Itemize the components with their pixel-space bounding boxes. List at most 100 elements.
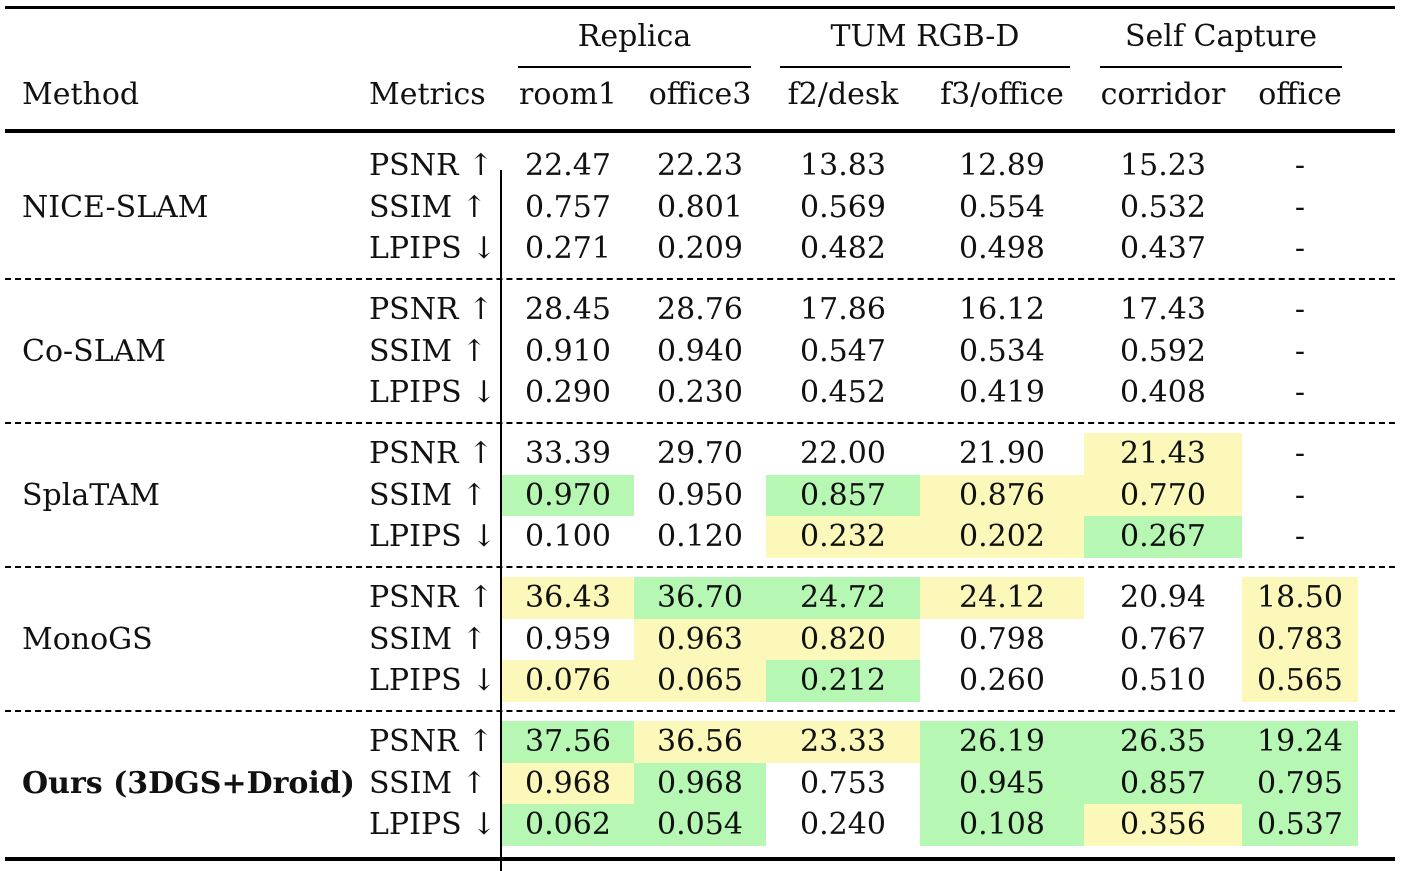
group-divider — [5, 278, 1395, 280]
value-cell: 19.24 — [1257, 724, 1343, 759]
value-cell: - — [1294, 519, 1306, 554]
value-cell: 0.820 — [800, 621, 886, 657]
top-rule — [5, 6, 1395, 9]
scene-header: office3 — [648, 77, 752, 112]
scene-header: corridor — [1100, 77, 1226, 112]
value-cell: - — [1294, 292, 1306, 327]
value-cell: 13.83 — [800, 148, 886, 183]
value-cell: 0.910 — [525, 333, 611, 369]
value-cell: 0.950 — [657, 477, 743, 513]
highlight-cell-best — [920, 762, 1084, 804]
value-cell: 0.232 — [800, 519, 886, 554]
group-underline-replica — [518, 66, 751, 68]
value-cell: 0.770 — [1120, 477, 1206, 513]
value-cell: 0.801 — [657, 189, 743, 225]
metric-label: SSIM ↑ — [369, 765, 487, 801]
highlight-cell-best — [634, 577, 766, 619]
highlight-cell-second — [766, 721, 920, 763]
value-cell: 0.267 — [1120, 519, 1206, 554]
metric-label: PSNR ↑ — [369, 436, 494, 471]
value-cell: 0.290 — [525, 375, 611, 410]
highlight-cell-second — [634, 618, 766, 660]
value-cell: 37.56 — [525, 724, 611, 759]
value-cell: 20.94 — [1120, 580, 1206, 615]
highlight-cell-second — [920, 577, 1084, 619]
highlight-cell-best — [920, 721, 1084, 763]
value-cell: 0.940 — [657, 333, 743, 369]
value-cell: - — [1294, 148, 1306, 183]
value-cell: 0.767 — [1120, 621, 1206, 657]
scene-header: room1 — [519, 77, 617, 112]
value-cell: 22.23 — [657, 148, 743, 183]
metric-label: SSIM ↑ — [369, 189, 487, 225]
value-cell: 0.857 — [1120, 765, 1206, 801]
value-cell: 0.798 — [959, 621, 1045, 657]
highlight-cell-second — [766, 618, 920, 660]
value-cell: 0.230 — [657, 375, 743, 410]
scene-header: office — [1258, 77, 1342, 112]
value-cell: 0.783 — [1257, 621, 1343, 657]
value-cell: 0.795 — [1257, 765, 1343, 801]
highlight-cell-best — [920, 804, 1084, 846]
method-name: SplaTAM — [22, 477, 160, 513]
value-cell: 0.534 — [959, 333, 1045, 369]
highlight-cell-best — [502, 804, 634, 846]
metric-label: LPIPS ↓ — [369, 663, 497, 698]
value-cell: 0.592 — [1120, 333, 1206, 369]
highlight-cell-best — [634, 804, 766, 846]
highlight-cell-second — [502, 762, 634, 804]
highlight-cell-second — [1084, 433, 1242, 475]
metric-label: PSNR ↑ — [369, 148, 494, 183]
value-cell: 26.35 — [1120, 724, 1206, 759]
metrics-column-header: Metrics — [369, 77, 486, 112]
value-cell: 0.408 — [1120, 375, 1206, 410]
value-cell: 22.47 — [525, 148, 611, 183]
value-cell: 0.076 — [525, 663, 611, 698]
value-cell: 0.482 — [800, 231, 886, 266]
value-cell: 33.39 — [525, 436, 611, 471]
value-cell: 0.968 — [657, 765, 743, 801]
value-cell: 12.89 — [959, 148, 1045, 183]
highlight-cell-best — [634, 762, 766, 804]
value-cell: 17.43 — [1120, 292, 1206, 327]
value-cell: 0.963 — [657, 621, 743, 657]
group-underline-self-capture — [1100, 66, 1342, 68]
scene-header: f2/desk — [787, 77, 899, 112]
highlight-cell-second — [920, 516, 1084, 558]
value-cell: 0.260 — [959, 663, 1045, 698]
value-cell: 0.959 — [525, 621, 611, 657]
value-cell: 0.209 — [657, 231, 743, 266]
highlight-cell-best — [1242, 721, 1358, 763]
value-cell: 0.062 — [525, 807, 611, 842]
bottom-rule — [5, 857, 1395, 861]
value-cell: 26.19 — [959, 724, 1045, 759]
value-cell: - — [1294, 436, 1306, 471]
value-cell: 22.00 — [800, 436, 886, 471]
method-name: NICE-SLAM — [22, 189, 209, 225]
value-cell: - — [1294, 477, 1306, 513]
header-rule — [5, 129, 1395, 133]
metrics-separator — [500, 170, 502, 871]
value-cell: 23.33 — [800, 724, 886, 759]
highlight-cell-best — [766, 660, 920, 702]
group-header-self-capture: Self Capture — [1124, 19, 1318, 54]
method-column-header: Method — [22, 77, 140, 112]
value-cell: 0.554 — [959, 189, 1045, 225]
metric-label: PSNR ↑ — [369, 724, 494, 759]
value-cell: 0.437 — [1120, 231, 1206, 266]
value-cell: 0.757 — [525, 189, 611, 225]
highlight-cell-best — [1084, 721, 1242, 763]
metric-label: LPIPS ↓ — [369, 375, 497, 410]
metric-label: LPIPS ↓ — [369, 519, 497, 554]
metric-label: SSIM ↑ — [369, 333, 487, 369]
value-cell: 24.12 — [959, 580, 1045, 615]
group-divider — [5, 566, 1395, 568]
highlight-cell-second — [634, 660, 766, 702]
group-header-tum: TUM RGB-D — [830, 19, 1020, 54]
value-cell: 36.43 — [525, 580, 611, 615]
value-cell: 0.065 — [657, 663, 743, 698]
group-divider — [5, 422, 1395, 424]
value-cell: 18.50 — [1257, 580, 1343, 615]
value-cell: - — [1294, 333, 1306, 369]
